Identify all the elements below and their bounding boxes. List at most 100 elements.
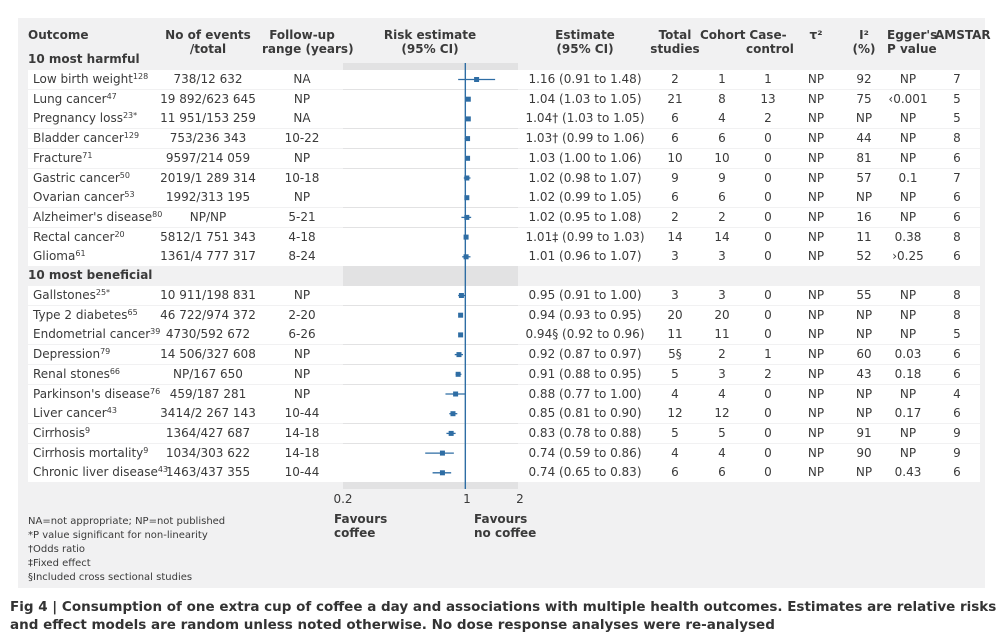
cell-i2: 91 — [856, 425, 872, 440]
cell-cc: 0 — [764, 386, 772, 401]
header-casecontrol-line1: Case- — [749, 28, 787, 42]
cell-tau: NP — [807, 229, 825, 244]
cell-tau: NP — [807, 131, 825, 146]
outcome-label: Glioma — [33, 249, 76, 264]
reference-number: 25* — [95, 288, 111, 297]
cell-total: 2 — [671, 209, 679, 224]
cell-followup: NP — [293, 347, 311, 362]
cell-estimate: 0.92 (0.87 to 0.97) — [528, 347, 642, 362]
point-estimate-marker — [458, 293, 464, 298]
cell-followup: NA — [293, 72, 311, 86]
reference-number: 76 — [150, 386, 161, 396]
cell-events: 9597/214 059 — [165, 150, 251, 165]
cell-cohort: 2 — [718, 347, 726, 362]
cell-tau: NP — [807, 445, 825, 460]
outcome-label: Type 2 diabetes — [33, 307, 128, 322]
point-estimate-marker — [464, 214, 470, 220]
cell-cc: 0 — [764, 288, 772, 302]
cell-followup: NA — [293, 111, 311, 126]
cell-cohort: 4 — [718, 111, 726, 126]
cell-followup: NP — [293, 366, 311, 381]
cell-followup: 10-44 — [284, 465, 320, 480]
cell-amstar: 8 — [953, 288, 961, 302]
point-estimate-marker — [448, 430, 454, 436]
cell-i2: NP — [855, 190, 873, 205]
cell-total: 2 — [671, 72, 679, 86]
outcome-label: Parkinson's disease — [33, 386, 151, 401]
cell-tau: NP — [807, 307, 825, 322]
cell-events: 11 951/153 259 — [160, 111, 256, 126]
cell-events: 738/12 632 — [173, 72, 243, 86]
cell-egger: NP — [899, 307, 917, 322]
cell-cc: 0 — [764, 131, 772, 146]
cell-amstar: 6 — [953, 465, 961, 480]
outcome-label: Ovarian cancer — [33, 190, 125, 205]
cell-egger: 0.43 — [894, 465, 922, 480]
cell-events: NP/167 650 — [173, 366, 243, 381]
header-egger: Egger's P value — [887, 28, 937, 56]
outcome-label: Gallstones — [33, 288, 96, 302]
cell-estimate: 1.16 (0.91 to 1.48) — [528, 72, 642, 86]
cell-egger: 0.1 — [898, 170, 918, 185]
reference-number: 23* — [122, 111, 138, 121]
cell-events: 1463/437 355 — [165, 465, 251, 480]
cell-total: 20 — [667, 307, 683, 322]
cell-tau: NP — [807, 249, 825, 264]
header-estimate-line2: (95% CI) — [556, 42, 614, 56]
outcome-name: Fracture71 — [33, 151, 92, 165]
cell-cohort: 11 — [714, 327, 730, 342]
header-i2-line1: I² — [859, 28, 869, 42]
point-estimate-marker — [439, 470, 445, 476]
point-estimate-marker — [465, 96, 471, 102]
table-row — [28, 247, 980, 267]
cell-events: 1992/313 195 — [165, 190, 251, 205]
point-estimate-marker — [465, 136, 471, 142]
table-row — [28, 70, 980, 89]
reference-number: 79 — [100, 347, 111, 357]
cell-amstar: 5 — [953, 111, 961, 126]
cell-events: 19 892/623 645 — [160, 91, 256, 106]
cell-i2: NP — [855, 327, 873, 342]
table-row — [28, 109, 980, 129]
cell-amstar: 8 — [953, 229, 961, 244]
cell-cc: 0 — [764, 170, 772, 185]
header-followup-line1: Follow-up — [269, 28, 335, 42]
cell-cc: 1 — [764, 72, 772, 86]
point-estimate-marker — [464, 195, 470, 201]
note-cross-sectional: §Included cross sectional studies — [28, 572, 193, 583]
outcome-name: Parkinson's disease76 — [33, 387, 160, 401]
point-estimate-marker — [465, 116, 471, 122]
cell-total: 3 — [671, 249, 679, 264]
cell-cc: 0 — [764, 406, 772, 421]
cell-events: 5812/1 751 343 — [160, 229, 256, 244]
reference-number: 80 — [152, 209, 163, 219]
cell-followup: NP — [293, 386, 311, 401]
cell-estimate: 1.04 (1.03 to 1.05) — [528, 91, 642, 106]
cell-cc: 0 — [764, 190, 772, 205]
cell-estimate: 0.74 (0.65 to 0.83) — [528, 465, 642, 480]
outcome-label: Renal stones — [33, 366, 110, 381]
cell-cc: 0 — [764, 249, 772, 264]
header-casecontrol: Case-control — [746, 28, 794, 56]
header-egger-line1: Egger's — [887, 28, 938, 42]
table-row — [28, 207, 980, 227]
cell-egger: NP — [899, 150, 917, 165]
cell-events: 753/236 343 — [169, 131, 247, 146]
cell-estimate: 0.83 (0.78 to 0.88) — [528, 425, 642, 440]
point-estimate-marker — [458, 332, 464, 338]
point-estimate-marker — [458, 312, 464, 318]
point-estimate-marker — [456, 352, 462, 358]
cell-egger: ‹0.001 — [888, 91, 928, 106]
cell-events: 2019/1 289 314 — [160, 170, 256, 185]
note-abbrev: NA=not appropriate; NP=not published — [28, 516, 226, 527]
cell-amstar: 6 — [953, 209, 961, 224]
cell-tau: NP — [807, 327, 825, 342]
cell-cohort: 1 — [718, 72, 726, 86]
table-row — [28, 423, 980, 443]
cell-followup: 14-18 — [284, 425, 320, 440]
cell-cc: 0 — [764, 445, 772, 460]
outcome-name: Ovarian cancer53 — [33, 190, 135, 204]
cell-egger: NP — [899, 72, 917, 86]
cell-followup: 2-20 — [288, 307, 316, 322]
cell-tau: NP — [807, 386, 825, 401]
